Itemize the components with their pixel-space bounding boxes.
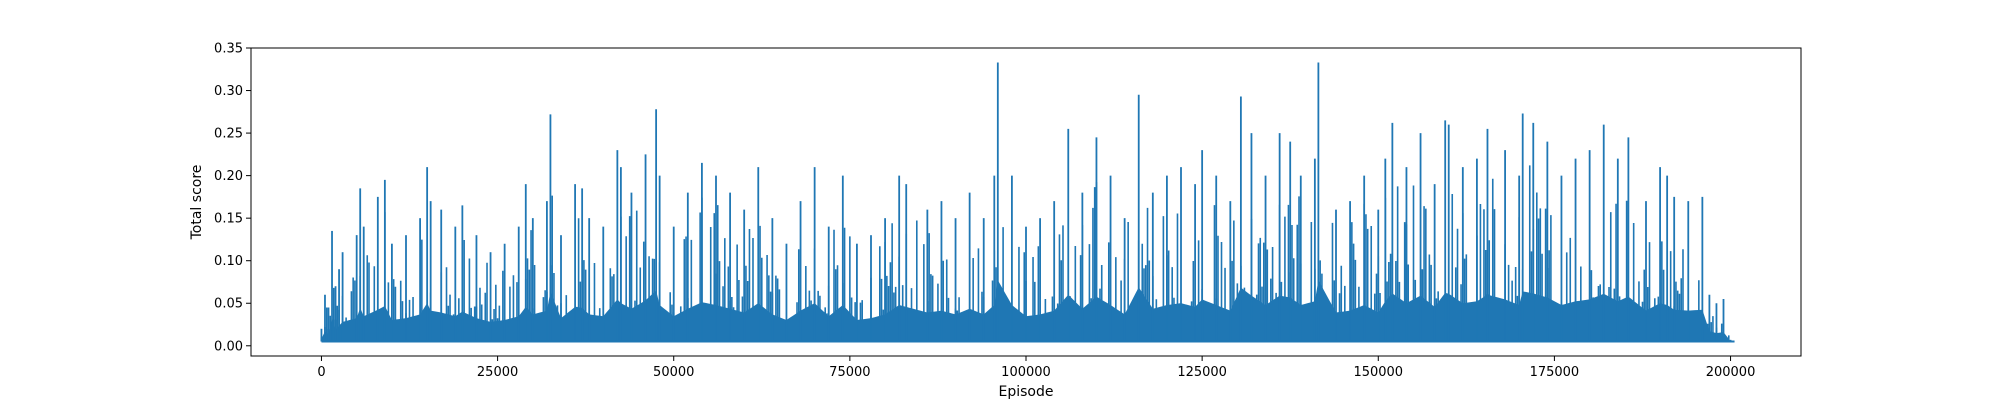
- y-tick-label: 0.15: [214, 212, 243, 227]
- y-axis-label: Total score: [189, 165, 205, 241]
- y-tick-label: 0.25: [214, 127, 243, 142]
- y-tick-label: 0.30: [214, 84, 243, 99]
- y-tick-label: 0.10: [214, 254, 243, 269]
- x-tick-label: 25000: [477, 365, 518, 380]
- x-tick-label: 150000: [1353, 365, 1403, 380]
- x-tick-label: 100000: [1001, 365, 1051, 380]
- x-tick-label: 75000: [829, 365, 870, 380]
- y-tick-label: 0.20: [214, 169, 243, 184]
- x-tick-label: 200000: [1706, 365, 1756, 380]
- x-tick-label: 50000: [653, 365, 694, 380]
- x-axis-ticks: 0 25000 50000 75000 100000 125000 150000 175000…: [317, 356, 1755, 380]
- y-tick-label: 0.35: [214, 42, 243, 57]
- x-tick-label: 125000: [1177, 365, 1227, 380]
- y-tick-label: 0.05: [214, 297, 243, 312]
- x-tick-label: 0: [317, 365, 325, 380]
- x-axis-label: Episode: [999, 384, 1054, 400]
- series-layer: [320, 62, 1735, 343]
- y-axis-ticks: 0.00 0.05 0.10 0.15 0.20 0.25 0.30 0.35: [214, 42, 251, 354]
- y-tick-label: 0.00: [214, 339, 243, 354]
- x-tick-label: 175000: [1530, 365, 1580, 380]
